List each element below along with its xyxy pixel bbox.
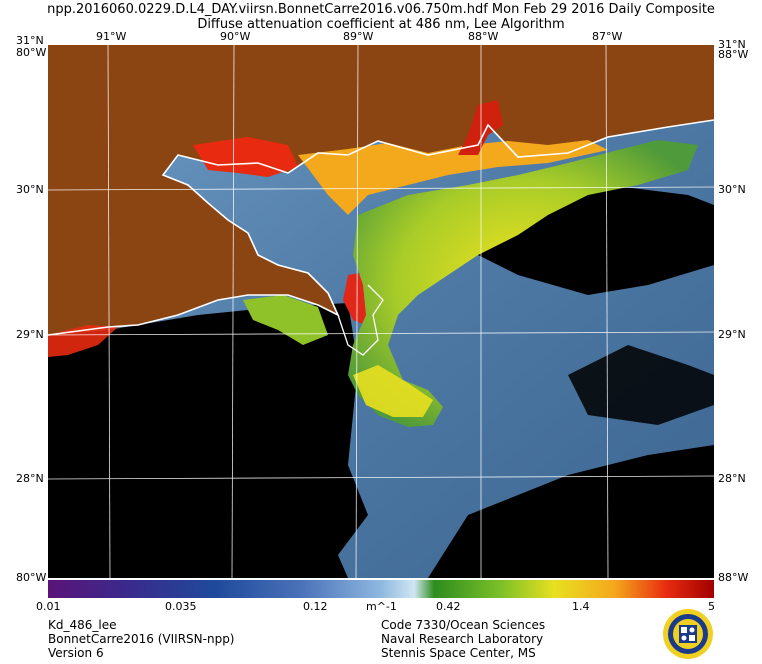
delta-coastline [337, 284, 384, 356]
lon-label-90w: 90°W [220, 30, 251, 43]
org-code: Code 7330/Ocean Sciences [381, 618, 546, 632]
no-data-east-2 [428, 445, 714, 578]
lat-label-left-28n: 28°N [16, 472, 44, 485]
coastline [48, 119, 714, 336]
colorbar [48, 580, 714, 598]
lat-label-left-30n: 30°N [16, 183, 44, 196]
colorbar-gradient [48, 580, 714, 598]
cbar-tick-2: 0.12 [303, 600, 328, 613]
lon-label-91w: 91°W [96, 30, 127, 43]
turbid-red-coast [458, 100, 503, 155]
corner-label-br: 88°W [718, 571, 749, 584]
cbar-tick-4: 1.4 [572, 600, 590, 613]
graticule [48, 45, 714, 578]
org-name: Naval Research Laboratory [381, 632, 544, 646]
corner-label-tl: 80°W [16, 46, 47, 59]
lat-label-right-31n: 31°N [718, 38, 746, 51]
lon-label-88w: 88°W [468, 30, 499, 43]
lat-label-right-29n: 29°N [718, 328, 746, 341]
corner-label-tr: 88°W [718, 48, 749, 61]
dataset-name: BonnetCarre2016 (VIIRSN-npp) [48, 632, 235, 646]
lon-label-87w: 87°W [592, 30, 623, 43]
org-location: Stennis Space Center, MS [381, 646, 536, 660]
no-data-west [48, 303, 368, 578]
land-region [48, 45, 714, 335]
no-data-south [568, 345, 714, 425]
cbar-tick-1: 0.035 [165, 600, 197, 613]
turbid-coast [298, 140, 608, 215]
product-name: Kd_486_lee [48, 618, 117, 632]
lat-label-left-31n: 31°N [16, 34, 44, 47]
title-line-1: npp.2016060.0229.D.L4_DAY.viirsn.BonnetC… [47, 2, 715, 17]
nrl-seal-logo [663, 609, 713, 659]
lat-label-left-29n: 29°N [16, 328, 44, 341]
plume-core [353, 365, 433, 417]
cbar-tick-5: 5 [708, 600, 715, 613]
plume-west [243, 295, 328, 345]
lat-label-right-28n: 28°N [718, 472, 746, 485]
cbar-tick-0: 0.01 [36, 600, 61, 613]
river-plume [348, 140, 698, 427]
cbar-unit: m^-1 [366, 600, 397, 613]
title-line-2: Diffuse attenuation coefficient at 486 n… [197, 17, 565, 32]
lon-label-89w: 89°W [343, 30, 374, 43]
corner-label-bl: 80°W [16, 571, 47, 584]
map-image [48, 45, 714, 578]
version-text: Version 6 [48, 646, 104, 660]
lat-label-right-30n: 30°N [718, 183, 746, 196]
cbar-tick-3: 0.42 [436, 600, 461, 613]
